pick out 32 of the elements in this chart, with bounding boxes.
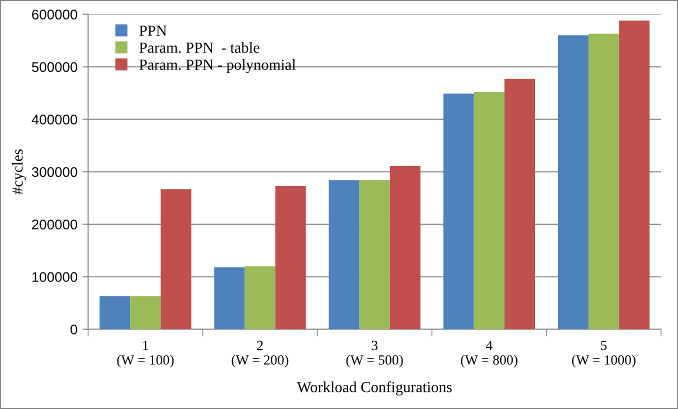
bar	[214, 267, 245, 330]
bar	[474, 92, 504, 330]
bar	[443, 94, 474, 330]
y-tick-label: 400000	[32, 114, 78, 124]
y-tick-label: 600000	[32, 10, 78, 20]
x-tick-label: 1 (W = 100)	[117, 340, 174, 368]
x-tick-label: 5 (W = 1000)	[572, 340, 636, 368]
y-tick-label: 100000	[32, 272, 78, 282]
legend-label: Param. PPN - polynomial	[139, 59, 296, 74]
bar	[244, 266, 276, 330]
x-axis-title: Workload Configurations	[296, 381, 452, 396]
bar	[504, 78, 536, 330]
x-tick-label: 4 (W = 800)	[460, 340, 518, 368]
bar	[558, 35, 588, 330]
bar	[160, 189, 192, 330]
bar	[130, 296, 161, 330]
bar	[390, 166, 420, 330]
bar	[359, 180, 390, 330]
legend-label: Param. PPN - table	[139, 42, 260, 53]
y-tick-label: 200000	[32, 220, 78, 230]
x-tick-label: 2 (W = 200)	[232, 340, 288, 368]
bar	[328, 180, 360, 330]
legend-label: PPN	[139, 26, 167, 36]
bar	[275, 186, 306, 330]
y-tick-label: 300000	[32, 167, 78, 177]
bar	[100, 296, 130, 330]
x-tick-label: 3 (W = 500)	[346, 340, 403, 368]
y-tick-label: 0	[70, 324, 78, 334]
bar	[619, 20, 650, 330]
bar	[588, 34, 620, 330]
y-tick-label: 500000	[32, 62, 78, 72]
y-axis-title: #cycles	[12, 149, 26, 194]
